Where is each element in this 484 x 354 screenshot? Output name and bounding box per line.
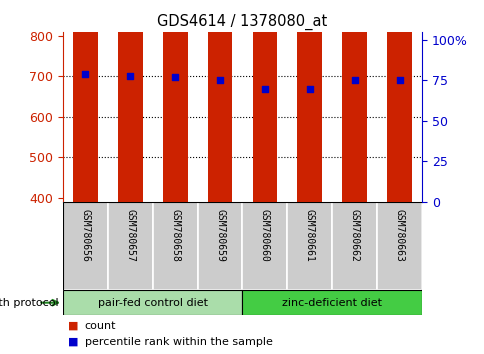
Text: zinc-deficient diet: zinc-deficient diet xyxy=(282,298,381,308)
Bar xyxy=(118,0,142,202)
Text: growth protocol: growth protocol xyxy=(0,298,58,308)
Point xyxy=(395,78,403,83)
Bar xyxy=(63,290,242,315)
Text: GSM780656: GSM780656 xyxy=(80,209,91,262)
Bar xyxy=(342,0,366,202)
Bar xyxy=(152,202,197,290)
Bar xyxy=(73,0,98,202)
Point xyxy=(216,78,224,83)
Point xyxy=(260,86,268,91)
Bar xyxy=(242,290,421,315)
Text: ■: ■ xyxy=(68,337,78,347)
Bar xyxy=(287,202,332,290)
Point xyxy=(126,73,134,78)
Bar xyxy=(63,202,107,290)
Text: GSM780659: GSM780659 xyxy=(214,209,225,262)
Bar xyxy=(376,202,421,290)
Bar xyxy=(252,0,277,202)
Bar xyxy=(207,0,232,202)
Text: GSM780660: GSM780660 xyxy=(259,209,270,262)
Text: GSM780663: GSM780663 xyxy=(393,209,404,262)
Bar xyxy=(386,0,411,202)
Bar xyxy=(242,202,287,290)
Text: GSM780658: GSM780658 xyxy=(170,209,180,262)
Text: GSM780657: GSM780657 xyxy=(125,209,135,262)
Point xyxy=(350,78,358,83)
Text: GSM780662: GSM780662 xyxy=(349,209,359,262)
Bar xyxy=(163,0,187,202)
Text: percentile rank within the sample: percentile rank within the sample xyxy=(85,337,272,347)
Text: count: count xyxy=(85,321,116,331)
Point xyxy=(305,86,313,91)
Bar xyxy=(297,4,321,202)
Bar xyxy=(332,202,376,290)
Text: GDS4614 / 1378080_at: GDS4614 / 1378080_at xyxy=(157,14,327,30)
Text: pair-fed control diet: pair-fed control diet xyxy=(98,298,207,308)
Bar xyxy=(107,202,152,290)
Point xyxy=(81,71,89,77)
Bar xyxy=(197,202,242,290)
Point xyxy=(171,74,179,80)
Text: GSM780661: GSM780661 xyxy=(304,209,314,262)
Text: ■: ■ xyxy=(68,321,78,331)
